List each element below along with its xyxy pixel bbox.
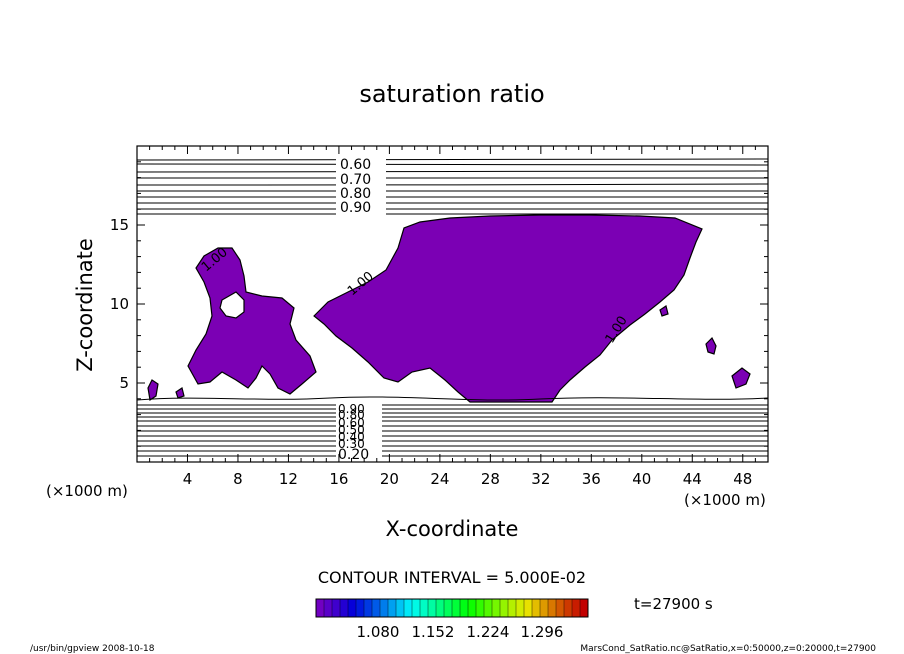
colorbar-cell	[492, 599, 501, 617]
colorbar-label-2: 1.152	[412, 623, 455, 641]
colorbar-cell	[324, 599, 333, 617]
contour-label-low-0-30: 0.30	[338, 437, 365, 451]
colorbar-tick-labels: 1.080 1.152 1.224 1.296	[357, 623, 564, 641]
colorbar-label-1: 1.080	[357, 623, 400, 641]
colorbar-label-4: 1.296	[521, 623, 564, 641]
x-tick-label: 32	[531, 470, 550, 488]
colorbar-frame	[315, 598, 589, 618]
colorbar-cell	[484, 599, 493, 617]
x-unit-label: (×1000 m)	[684, 491, 766, 509]
chart-title: saturation ratio	[359, 80, 544, 108]
x-tick-label: 44	[683, 470, 702, 488]
colorbar-cell	[372, 599, 381, 617]
x-axis-ticks: 4 8 12 16 20 24 28 32 36 40 44 48	[149, 146, 756, 488]
x-tick-label: 4	[183, 470, 193, 488]
colorbar-cell	[532, 599, 541, 617]
colorbar-cell	[500, 599, 509, 617]
contour-label-0-80: 0.80	[340, 186, 371, 202]
colorbar-cell	[564, 599, 573, 617]
colorbar-cell	[516, 599, 525, 617]
colorbar-cell	[316, 599, 325, 617]
region-left-hole	[219, 291, 245, 319]
contour-label-low-0-90: 0.90	[338, 402, 365, 416]
region-left	[187, 247, 317, 395]
colorbar-cell	[420, 599, 429, 617]
colorbar-cell	[444, 599, 453, 617]
y-tick-label: 10	[110, 295, 129, 313]
contour-label-low-0-80: 0.80	[338, 408, 365, 422]
contour-label-low-0-50: 0.50	[338, 423, 365, 437]
colorbar-cell	[548, 599, 557, 617]
x-axis-title: X-coordinate	[386, 517, 519, 541]
x-tick-label: 28	[481, 470, 500, 488]
x-tick-label: 16	[329, 470, 348, 488]
colorbar-cell	[572, 599, 581, 617]
y-unit-label: (×1000 m)	[46, 482, 128, 500]
colorbar-cell	[580, 599, 589, 617]
contour-interval-label: CONTOUR INTERVAL = 5.000E-02	[318, 568, 586, 587]
x-tick-label: 8	[233, 470, 243, 488]
colorbar-cell	[436, 599, 445, 617]
colorbar-cell	[404, 599, 413, 617]
colorbar	[315, 598, 589, 618]
region-small-1	[175, 387, 185, 399]
lower-contour-labels: 0.90 0.80 0.60 0.50 0.40 0.30 0.20	[336, 402, 382, 463]
x-tick-label: 20	[380, 470, 399, 488]
x-tick-label: 48	[733, 470, 752, 488]
region-right	[705, 336, 717, 355]
y-tick-label: 15	[110, 216, 129, 234]
colorbar-cell	[332, 599, 341, 617]
colorbar-cell	[364, 599, 373, 617]
colorbar-cell	[412, 599, 421, 617]
colorbar-cell	[356, 599, 365, 617]
supersaturation-regions	[147, 214, 751, 403]
colorbar-cell	[428, 599, 437, 617]
colorbar-cell	[508, 599, 517, 617]
colorbar-cell	[476, 599, 485, 617]
y-tick-label: 5	[119, 374, 129, 392]
footer-right: MarsCond_SatRatio.nc@SatRatio,x=0:50000,…	[580, 644, 876, 654]
contour-label-low-0-20: 0.20	[338, 447, 369, 463]
colorbar-cell	[460, 599, 469, 617]
colorbar-cell	[524, 599, 533, 617]
colorbar-cell	[340, 599, 349, 617]
y-axis-ticks: 5 10 15	[110, 161, 768, 447]
x-tick-label: 36	[582, 470, 601, 488]
contour-label-low-0-60: 0.60	[338, 416, 365, 430]
colorbar-label-3: 1.224	[467, 623, 510, 641]
region-right-edge	[731, 367, 751, 389]
region-main	[313, 214, 703, 403]
colorbar-cell	[468, 599, 477, 617]
colorbar-cell	[396, 599, 405, 617]
contour-label-0-60: 0.60	[340, 157, 371, 173]
colorbar-cell	[388, 599, 397, 617]
colorbar-cell	[540, 599, 549, 617]
region-small-2	[659, 305, 669, 317]
x-tick-label: 40	[632, 470, 651, 488]
y-axis-title: Z-coordinate	[73, 238, 97, 372]
upper-contour-lines	[136, 158, 769, 215]
lower-contour-lines	[136, 396, 769, 457]
contour-label-low-0-40: 0.40	[338, 430, 365, 444]
region-edge-left	[147, 379, 159, 402]
colorbar-cell	[556, 599, 565, 617]
footer-left: /usr/bin/gpview 2008-10-18	[30, 644, 155, 654]
colorbar-cell	[380, 599, 389, 617]
colorbar-cell	[348, 599, 357, 617]
contour-label-0-70: 0.70	[340, 172, 371, 188]
time-label: t=27900 s	[634, 595, 713, 613]
colorbar-cell	[452, 599, 461, 617]
x-tick-label: 12	[279, 470, 298, 488]
x-tick-label: 24	[430, 470, 449, 488]
upper-contour-labels: 0.60 0.70 0.80 0.90	[336, 155, 386, 217]
contour-label-0-90: 0.90	[340, 200, 371, 216]
